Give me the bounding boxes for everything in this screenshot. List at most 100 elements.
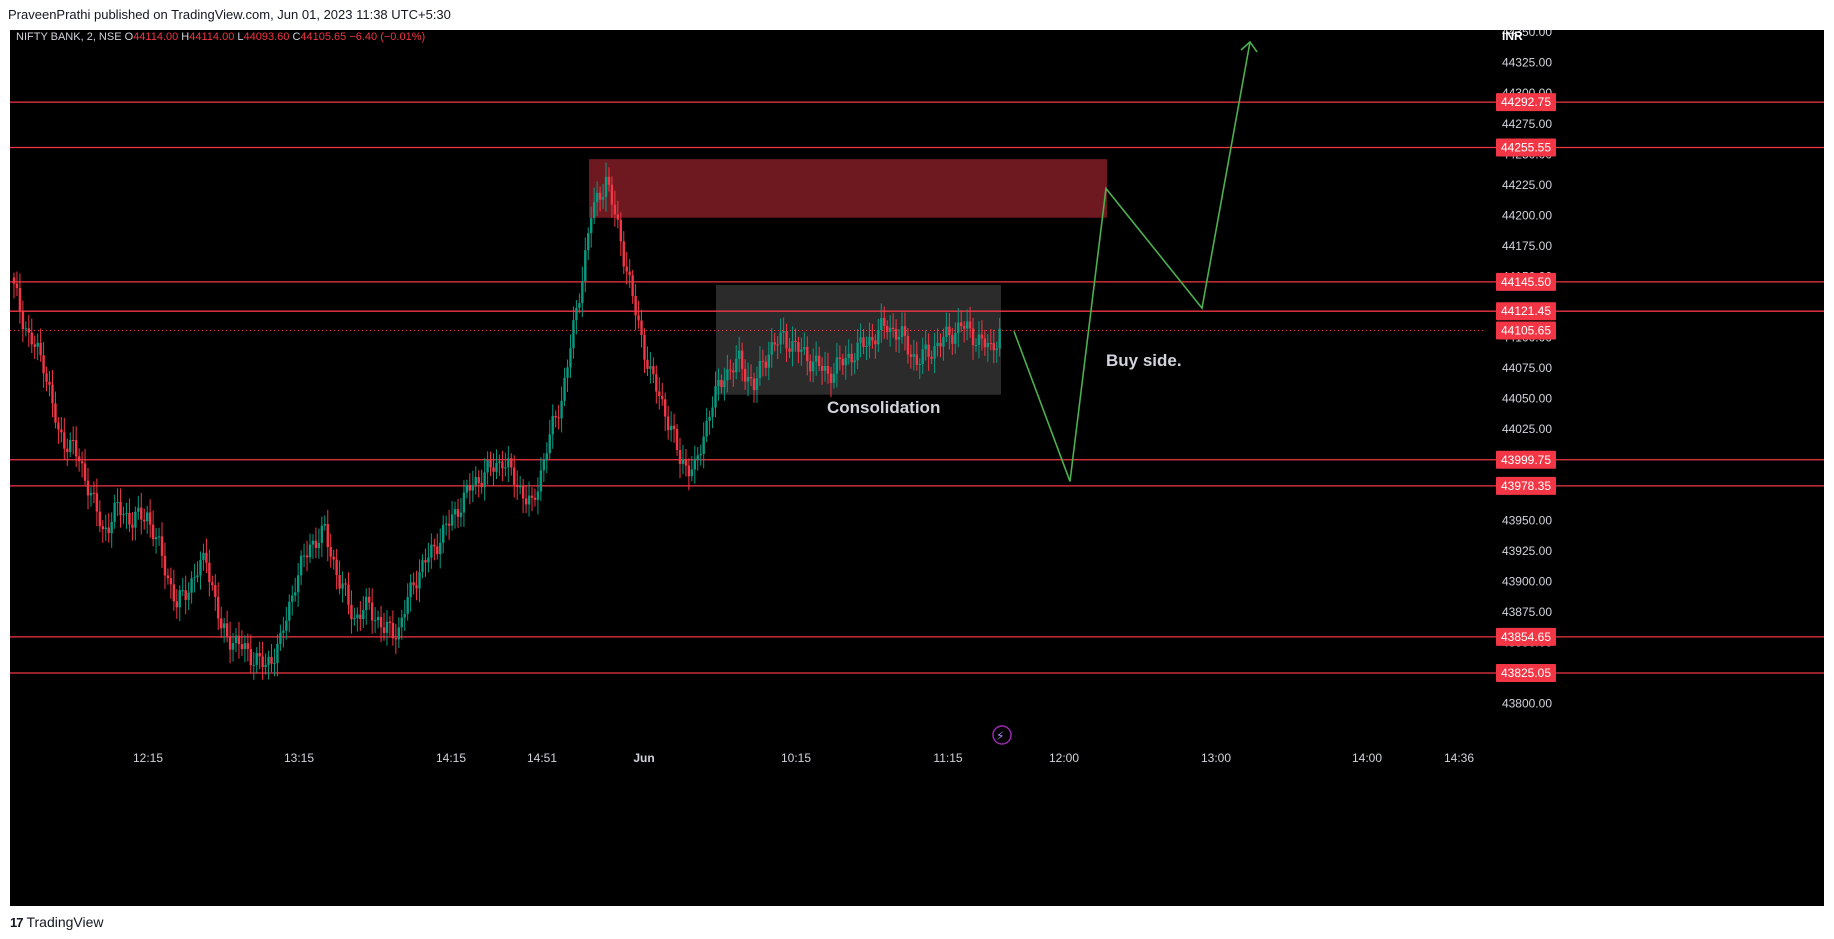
candle [646, 346, 649, 377]
currency-label: INR [1502, 30, 1523, 43]
candle [616, 200, 620, 229]
candle [27, 314, 30, 348]
tradingview-logo[interactable]: 17 TradingView [10, 914, 104, 930]
price-axis[interactable]: 44350.0044325.0044300.0044275.0044250.00… [1496, 30, 1556, 711]
x-tick-label-4: Jun [633, 751, 654, 765]
candle [551, 404, 554, 449]
candle-body [462, 492, 466, 513]
candle [486, 451, 489, 485]
candle-body [886, 325, 889, 333]
candles-layer [12, 162, 1001, 680]
candle [412, 572, 415, 595]
candle-body [877, 330, 880, 345]
candle [140, 493, 143, 535]
candle-body [714, 386, 717, 408]
candle [557, 404, 560, 430]
candle [86, 467, 90, 510]
y-tick-label-17: 43925.00 [1502, 544, 1552, 558]
candle-body [299, 555, 303, 576]
candle-body [616, 214, 620, 220]
candle [326, 509, 329, 562]
candle-body [77, 456, 81, 462]
candle-body [477, 477, 480, 483]
candle-body [341, 583, 344, 589]
candle [518, 475, 522, 495]
candle [584, 237, 587, 293]
candle [708, 410, 711, 435]
candle-body [113, 502, 116, 522]
candle [738, 336, 741, 373]
candle [880, 303, 883, 343]
candle [838, 345, 842, 371]
price-tag-label-1: 44255.55 [1501, 141, 1551, 155]
consolidation-label[interactable]: Consolidation [827, 398, 940, 417]
candle [539, 457, 543, 501]
candle [356, 607, 359, 632]
candle [545, 442, 548, 474]
candle-body [664, 399, 667, 417]
candle-body [69, 440, 72, 452]
candle [643, 328, 646, 373]
candle [933, 333, 936, 374]
candle-body [806, 347, 809, 362]
candle [702, 422, 705, 469]
candle-body [48, 381, 51, 385]
candle [693, 445, 696, 484]
candle-body [323, 524, 326, 526]
candle-body [480, 482, 483, 488]
candle-body [288, 601, 291, 621]
candle [255, 647, 258, 673]
time-axis[interactable]: 12:15 13:15 14:15 14:51 Jun 10:15 11:15 12:00 13… [133, 751, 1474, 765]
candle-body [504, 467, 507, 469]
candle [918, 358, 921, 380]
candle [270, 643, 273, 673]
candle-body [335, 559, 338, 576]
candle-body [483, 472, 486, 488]
price-tag-7 [1496, 664, 1556, 683]
candle [231, 633, 235, 662]
candle [820, 357, 824, 385]
candle-body [72, 440, 75, 442]
candle [942, 328, 945, 361]
candle-body [214, 585, 217, 597]
candle-body [397, 627, 400, 640]
candle-body [359, 614, 362, 620]
candle [758, 346, 762, 386]
candle [735, 345, 738, 380]
candle-body [430, 544, 433, 558]
candle-body [187, 592, 190, 600]
candle [48, 370, 51, 397]
candle [678, 437, 682, 479]
price-tag-label-8: 44105.65 [1501, 323, 1551, 337]
candle-body [868, 336, 871, 346]
candle-body [237, 635, 241, 645]
candle [116, 488, 119, 517]
candle-body [604, 176, 608, 198]
candle-body [986, 343, 990, 348]
candle [598, 186, 602, 212]
candle [631, 269, 634, 304]
chart-frame[interactable]: Consolidation Buy side. ⚡ 44350.00 44325.00… [10, 30, 1824, 906]
candle-body [924, 344, 927, 350]
candle [776, 336, 779, 360]
candle-body [832, 373, 836, 383]
candle-body [98, 511, 102, 527]
candle-body [729, 369, 732, 371]
buy-side-label[interactable]: Buy side. [1106, 351, 1182, 370]
candle [779, 318, 782, 354]
candle-body [649, 366, 652, 369]
candle-body [516, 484, 519, 487]
candle [208, 549, 211, 597]
candle-body [841, 358, 844, 366]
candle [267, 650, 270, 680]
candle [696, 446, 699, 471]
candle [252, 652, 255, 680]
candle [705, 407, 708, 443]
candle-body [190, 578, 193, 593]
y-tick-label-13: 44025.00 [1502, 422, 1552, 436]
price-chart[interactable]: Consolidation Buy side. ⚡ 44350.00 44325.00… [10, 30, 1824, 906]
price-tag-label-4: 43999.75 [1501, 453, 1551, 467]
price-tag-1 [1496, 138, 1556, 157]
candle [370, 588, 374, 634]
candle-body [770, 342, 773, 355]
